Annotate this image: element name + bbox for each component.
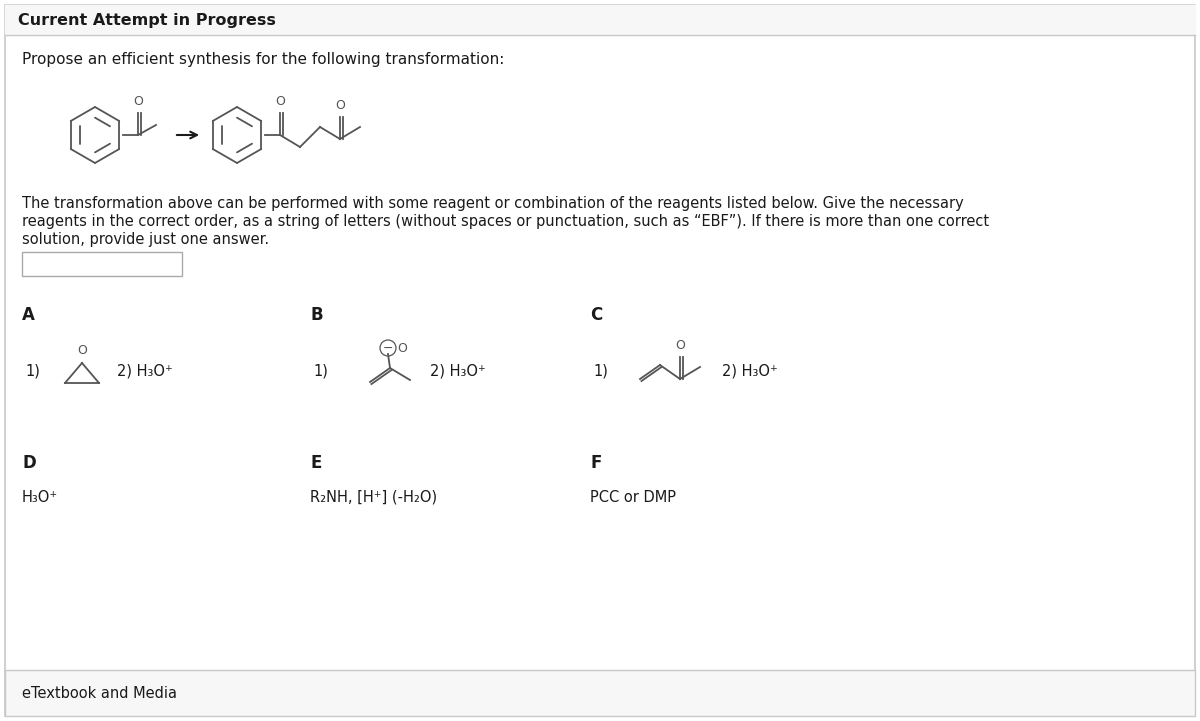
Text: −: − (383, 342, 394, 355)
Text: O: O (676, 339, 685, 352)
Text: 2) H₃O⁺: 2) H₃O⁺ (722, 364, 778, 379)
Text: C: C (590, 306, 602, 324)
Text: 2) H₃O⁺: 2) H₃O⁺ (430, 364, 486, 379)
Text: A: A (22, 306, 35, 324)
Text: PCC or DMP: PCC or DMP (590, 490, 676, 505)
Bar (5, 670, 1195, 716)
Text: R₂NH, [H⁺] (-H₂O): R₂NH, [H⁺] (-H₂O) (310, 490, 437, 505)
Text: O: O (133, 95, 143, 108)
Text: eTextbook and Media: eTextbook and Media (22, 686, 178, 701)
Text: 1): 1) (313, 364, 328, 379)
Text: O: O (335, 99, 344, 112)
Bar (5, 5, 1195, 35)
Text: solution, provide just one answer.: solution, provide just one answer. (22, 232, 269, 247)
Text: O: O (275, 95, 284, 108)
Text: D: D (22, 454, 36, 472)
Text: O: O (77, 345, 86, 358)
Text: H₃O⁺: H₃O⁺ (22, 490, 58, 505)
Text: O: O (397, 342, 407, 355)
Text: reagents in the correct order, as a string of letters (without spaces or punctua: reagents in the correct order, as a stri… (22, 214, 989, 229)
Text: The transformation above can be performed with some reagent or combination of th: The transformation above can be performe… (22, 196, 964, 211)
Text: 2) H₃O⁺: 2) H₃O⁺ (118, 364, 173, 379)
Text: B: B (310, 306, 323, 324)
Text: Current Attempt in Progress: Current Attempt in Progress (18, 12, 276, 27)
Text: E: E (310, 454, 322, 472)
Bar (22, 252, 182, 276)
Text: 1): 1) (25, 364, 40, 379)
Text: F: F (590, 454, 601, 472)
Text: 1): 1) (593, 364, 608, 379)
Text: Propose an efficient synthesis for the following transformation:: Propose an efficient synthesis for the f… (22, 52, 504, 67)
